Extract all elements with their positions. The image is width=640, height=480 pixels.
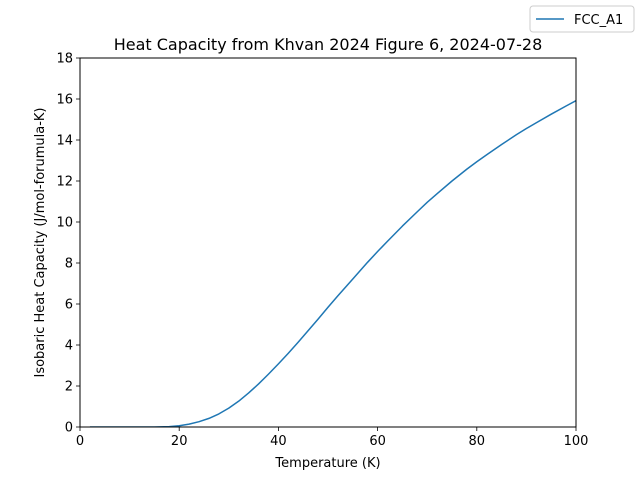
series-line-FCC_A1 (89, 99, 576, 427)
legend-label: FCC_A1 (574, 13, 623, 28)
x-tick-label: 80 (469, 434, 486, 449)
y-tick-label: 0 (65, 421, 73, 436)
x-tick-label: 20 (171, 434, 188, 449)
x-tick-label: 100 (564, 434, 589, 449)
y-tick-label: 2 (65, 380, 73, 395)
y-tick-label: 6 (65, 298, 73, 313)
legend-box (529, 5, 635, 33)
y-axis-label: Isobaric Heat Capacity (J/mol-forumula-K… (33, 107, 48, 377)
chart-title: Heat Capacity from Khvan 2024 Figure 6, … (114, 35, 543, 54)
plot-area-frame (79, 57, 577, 428)
x-tick-label: 60 (369, 434, 386, 449)
x-axis-label: Temperature (K) (274, 456, 380, 471)
y-tick-label: 10 (56, 216, 73, 231)
x-tick-label: 40 (270, 434, 287, 449)
legend: FCC_A1 (529, 5, 635, 33)
y-tick-label: 12 (56, 175, 73, 190)
y-tick-label: 14 (56, 134, 73, 149)
y-tick-label: 16 (56, 93, 73, 108)
y-tick-label: 4 (65, 339, 73, 354)
x-tick-label: 0 (76, 434, 84, 449)
y-tick-label: 8 (65, 257, 73, 272)
y-tick-label: 18 (56, 52, 73, 67)
